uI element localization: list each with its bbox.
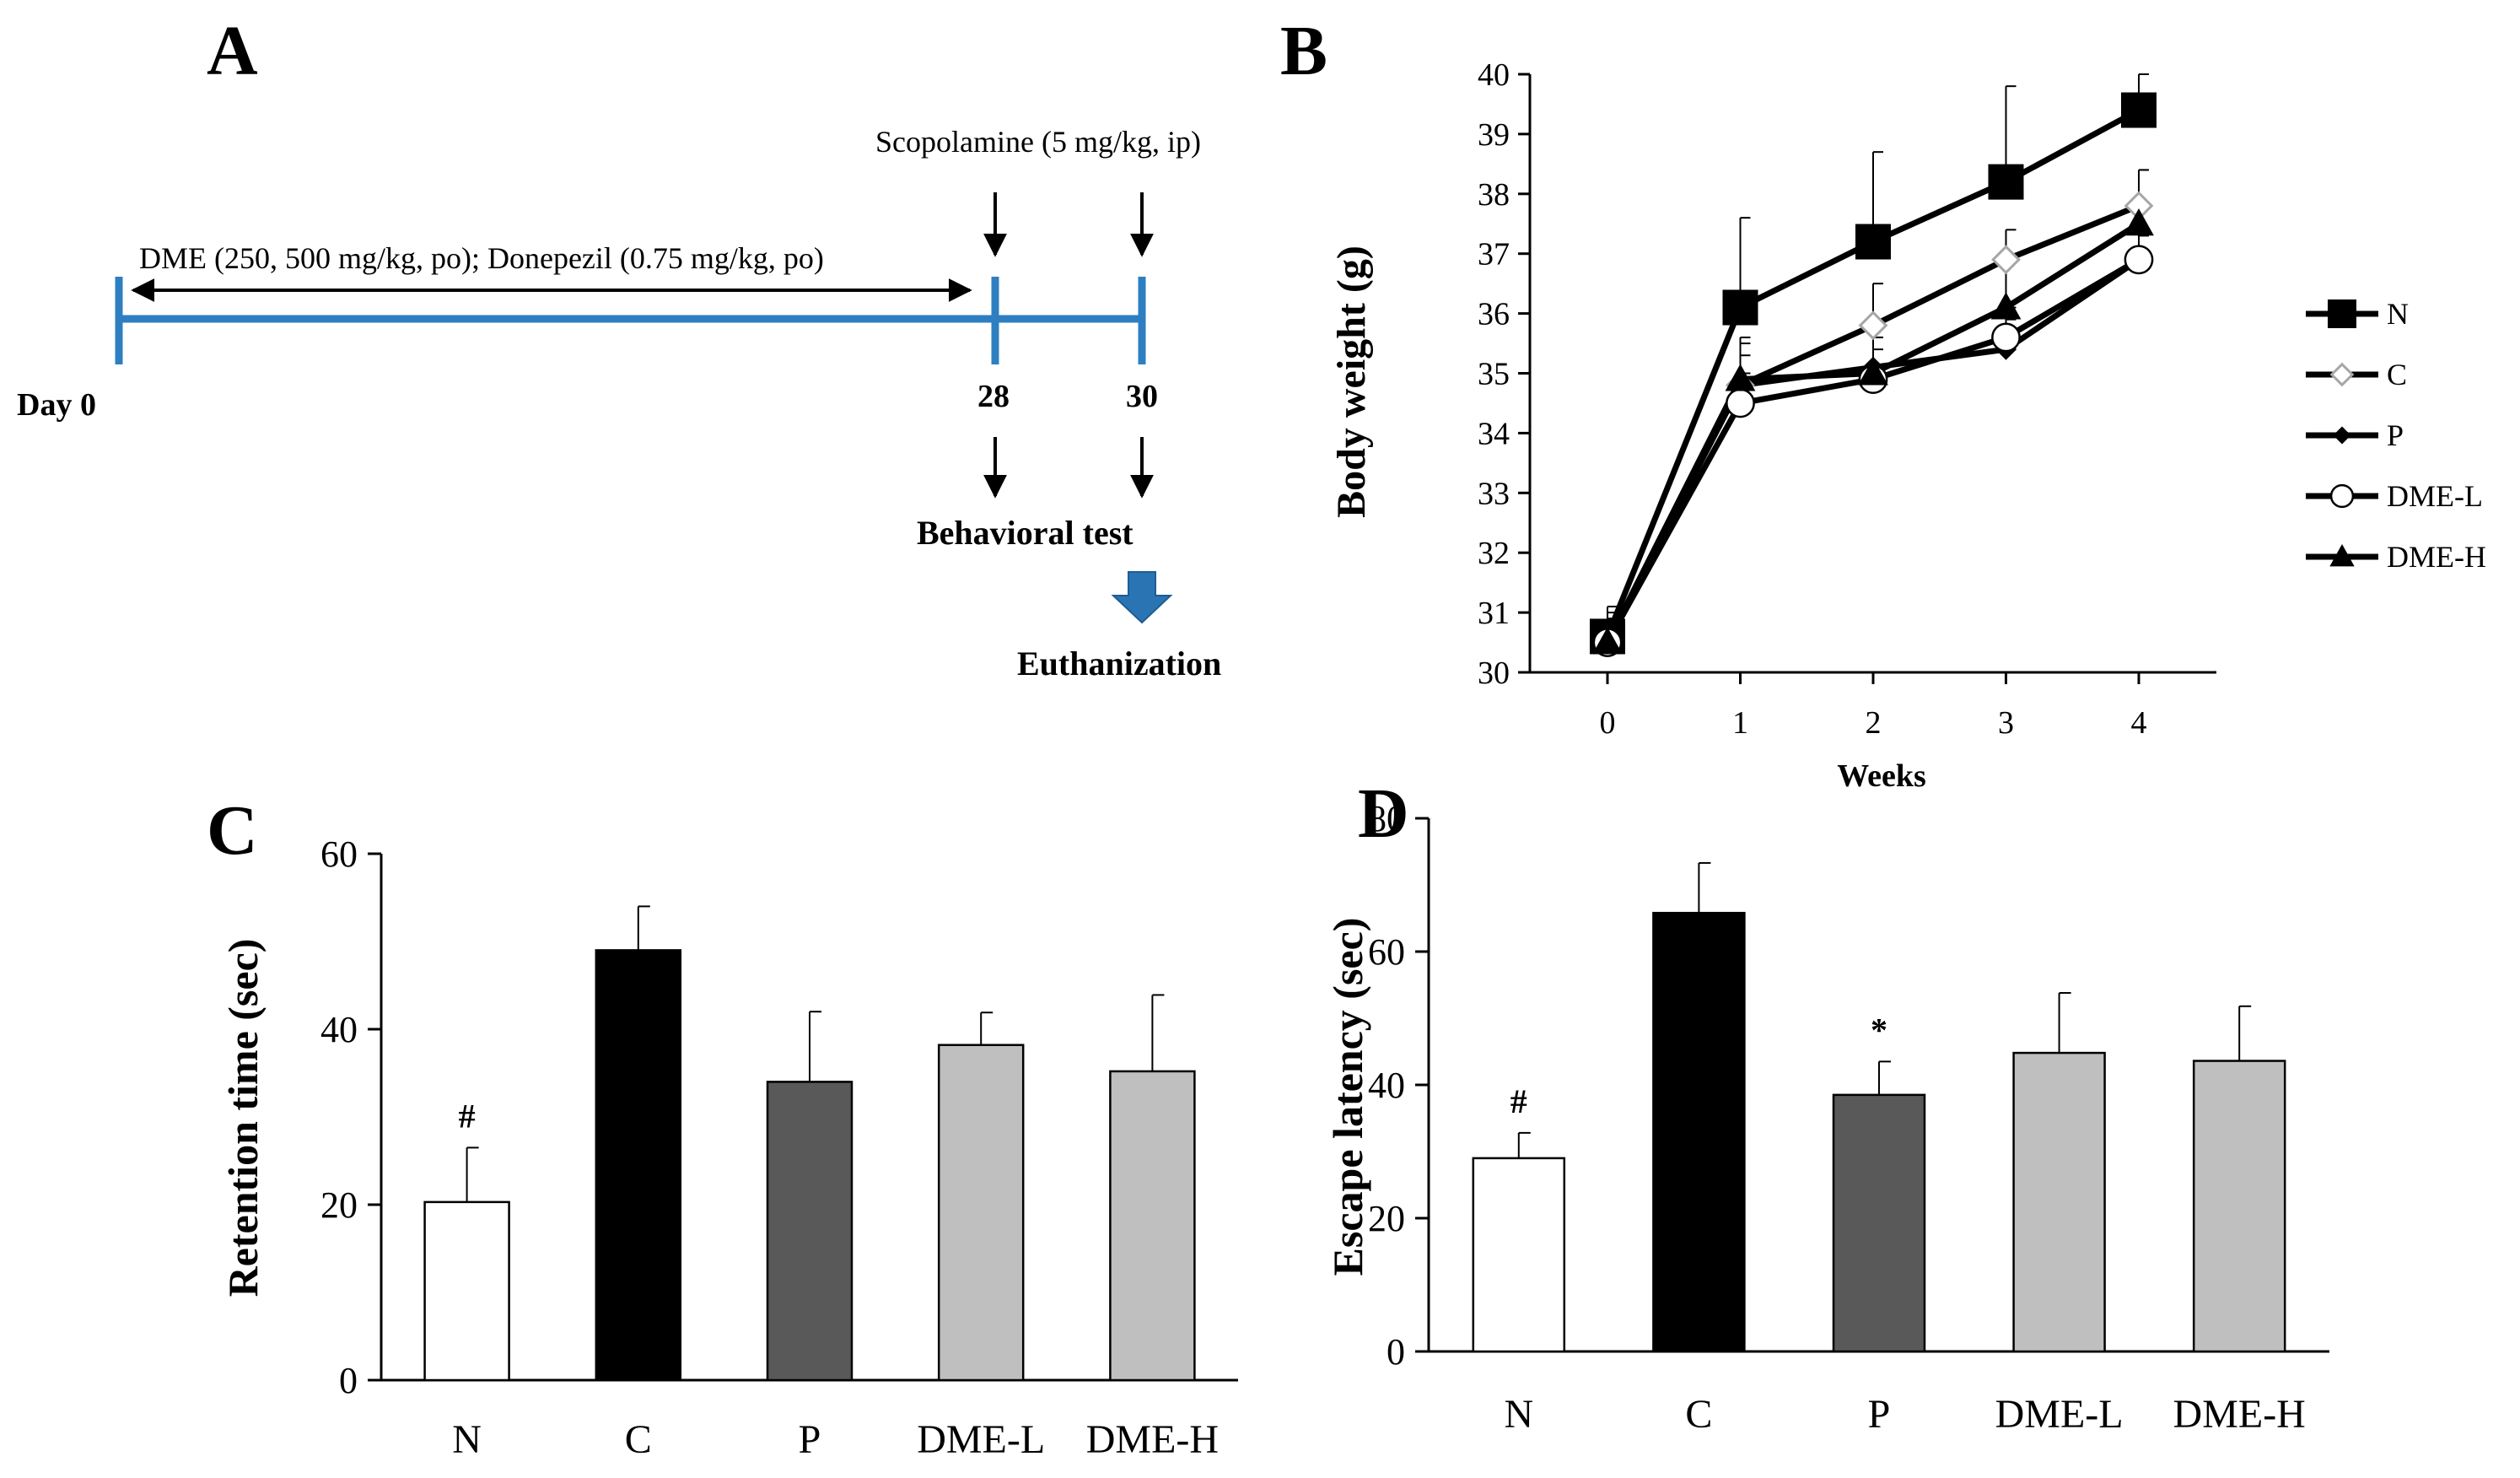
legend-marker-p: [2333, 426, 2351, 445]
x-tick-label: 0: [1600, 705, 1616, 741]
data-point-c: [1991, 245, 2021, 275]
bar-p: [1832, 1093, 1926, 1353]
bar-c: [1652, 911, 1746, 1353]
bar-c: [595, 949, 682, 1382]
legend-label-dme-h: DME-H: [2387, 540, 2486, 574]
y-tick-label: 60: [320, 833, 358, 875]
y-tick-label: 30: [1478, 655, 1510, 691]
category-label-c: C: [1685, 1392, 1712, 1437]
category-label-p: P: [799, 1417, 821, 1462]
treatment-label: DME (250, 500 mg/kg, po); Donepezil (0.7…: [139, 241, 824, 275]
category-label-p: P: [1868, 1392, 1891, 1437]
category-label-dme-h: DME-H: [1086, 1417, 1219, 1462]
category-label-dme-l: DME-L: [1995, 1392, 2124, 1437]
data-point-dme-h: [1858, 358, 1888, 386]
panel-d-escape-chart: D 0 20 40 60 80 Escape latency (sec) N # C P * DME-…: [1324, 774, 2329, 1437]
y-tick-label: 40: [320, 1009, 358, 1050]
day28-label: 28: [977, 379, 1010, 414]
euthanization-label: Euthanization: [1017, 645, 1221, 682]
category-label-n: N: [452, 1417, 482, 1462]
legend-marker-n: [2328, 299, 2356, 328]
panel-a-letter: A: [207, 12, 258, 90]
x-tick-label: 4: [2131, 705, 2147, 741]
day30-label: 30: [1126, 379, 1158, 414]
category-label-c: C: [625, 1417, 652, 1462]
data-point-dme-l: [2124, 245, 2154, 275]
data-point-dme-l: [1726, 388, 1755, 418]
y-axis-label: Retention time (sec): [219, 939, 267, 1297]
bar-dme-l: [2012, 1051, 2106, 1353]
significance-mark-n: #: [459, 1097, 476, 1135]
y-tick-label: 40: [1478, 57, 1510, 93]
x-tick-label: 2: [1866, 705, 1882, 741]
data-point-dme-l: [1991, 322, 2021, 353]
bar-p: [766, 1081, 853, 1382]
bar-dme-h: [2192, 1060, 2286, 1353]
data-point-n: [1855, 224, 1891, 260]
panel-b-letter: B: [1280, 12, 1327, 90]
x-tick-label: 1: [1732, 705, 1748, 741]
y-tick-label: 0: [1387, 1331, 1405, 1373]
legend-marker-c: [2329, 362, 2355, 387]
y-tick-label: 20: [320, 1184, 358, 1226]
y-tick-label: 35: [1478, 357, 1510, 392]
bar-dme-l: [937, 1044, 1025, 1382]
category-label-dme-h: DME-H: [2173, 1392, 2306, 1437]
y-tick-label: 36: [1478, 297, 1510, 332]
panel-a-timeline: A Scopolamine (5 mg/kg, ip) DME (250, 50…: [17, 12, 1221, 682]
y-axis-label: Body weight (g): [1329, 245, 1374, 518]
data-point-dme-h: [2124, 208, 2154, 236]
y-tick-label: 20: [1368, 1198, 1405, 1239]
legend-marker-dme-h: [2329, 543, 2355, 567]
behavioral-test-label: Behavioral test: [917, 514, 1133, 552]
y-axis-label: Escape latency (sec): [1324, 918, 1371, 1276]
panel-d-letter: D: [1358, 774, 1409, 853]
y-tick-label: 80: [1368, 798, 1405, 839]
day0-label: Day 0: [17, 387, 96, 423]
y-tick-label: 34: [1478, 416, 1510, 451]
legend-label-c: C: [2387, 358, 2407, 391]
data-point-n: [1722, 289, 1758, 326]
scopolamine-label: Scopolamine (5 mg/kg, ip): [875, 125, 1201, 159]
legend-marker-dme-l: [2329, 483, 2355, 509]
legend-label-p: P: [2387, 418, 2404, 452]
data-point-dme-h: [1725, 364, 1756, 391]
category-label-dme-l: DME-L: [917, 1417, 1045, 1462]
panel-c-letter: C: [207, 791, 258, 870]
y-tick-label: 31: [1478, 596, 1510, 631]
y-tick-label: 40: [1368, 1065, 1405, 1106]
y-tick-label: 0: [339, 1360, 358, 1401]
data-point-dme-h: [1990, 292, 2022, 320]
y-tick-label: 32: [1478, 536, 1510, 571]
significance-mark-n: #: [1510, 1082, 1527, 1120]
legend-label-n: N: [2387, 297, 2409, 331]
x-axis-label: Weeks: [1837, 758, 1926, 794]
data-point-c: [1858, 310, 1888, 341]
bar-n: [423, 1200, 510, 1382]
data-point-n: [2121, 92, 2157, 128]
y-tick-label: 60: [1368, 931, 1405, 973]
y-tick-label: 37: [1478, 237, 1510, 272]
category-label-n: N: [1504, 1392, 1533, 1437]
bar-n: [1472, 1157, 1566, 1353]
y-tick-label: 38: [1478, 177, 1510, 213]
x-tick-label: 3: [1998, 705, 2014, 741]
bar-dme-h: [1109, 1070, 1196, 1382]
y-tick-label: 33: [1478, 476, 1510, 511]
data-point-dme-h: [1592, 627, 1623, 655]
y-tick-label: 39: [1478, 117, 1510, 153]
panel-c-retention-chart: C 0 20 40 60 Retention time (sec) N # C P DME-L DM…: [207, 791, 1238, 1462]
significance-mark-p: *: [1871, 1011, 1887, 1049]
data-point-n: [1988, 164, 2024, 200]
euthanization-arrow-icon: [1111, 571, 1173, 624]
legend-label-dme-l: DME-L: [2387, 479, 2483, 513]
